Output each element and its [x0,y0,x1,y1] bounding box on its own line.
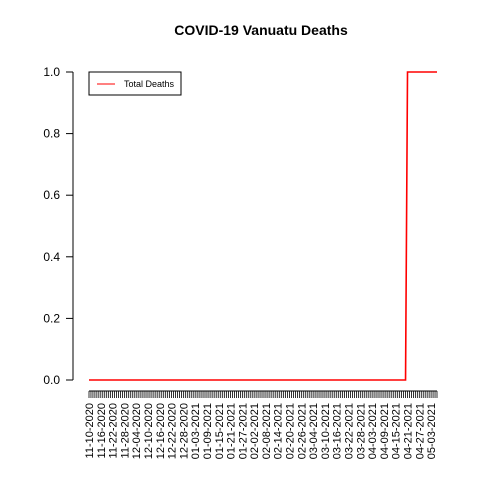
legend-box [88,71,182,96]
legend-label: Total Deaths [124,79,175,89]
x-tick-label: 04-21-2021 [403,403,415,459]
y-tick-label: 0.0 [43,373,60,387]
x-tick-label: 02-26-2021 [296,403,308,459]
x-tick-label: 01-09-2021 [202,403,214,459]
y-ticks: 0.0 0.2 0.4 0.6 0.8 1.0 [43,65,73,387]
series-layer [89,71,437,381]
x-tick-label: 01-21-2021 [226,403,238,459]
x-tick-label: 03-16-2021 [332,403,344,459]
x-tick-label: 11-28-2020 [119,403,131,458]
x-tick-label: 01-15-2021 [214,403,226,459]
x-tick-label: 12-16-2020 [155,403,167,459]
x-tick-label: 12-28-2020 [178,403,190,459]
x-tick-label: 02-02-2021 [249,403,261,459]
x-tick-label: 02-14-2021 [273,403,285,459]
x-tick-label: 04-15-2021 [391,403,403,459]
series-line-total-deaths [89,71,437,381]
x-tick-labels: 11-10-2020 11-16-2020 11-22-2020 11-28-2020… [84,403,438,459]
y-tick-label: 1.0 [43,65,60,79]
x-tick-label: 03-04-2021 [308,403,320,459]
x-tick-label: 02-08-2021 [261,403,273,459]
x-ticks [88,390,438,398]
x-tick-label: 12-10-2020 [143,403,155,459]
x-tick-label: 12-22-2020 [167,403,179,459]
legend: Total Deaths [88,71,182,96]
x-tick-label: 11-16-2020 [96,403,108,458]
y-tick-label: 0.8 [43,127,60,141]
x-tick-label: 03-22-2021 [344,403,356,459]
y-tick-label: 0.6 [43,188,60,202]
x-tick-label: 12-04-2020 [131,403,143,459]
chart-title: COVID-19 Vanuatu Deaths [174,22,348,38]
y-tick-label: 0.2 [43,311,60,325]
x-tick-label: 01-03-2021 [190,403,202,459]
x-tick-label: 04-03-2021 [367,403,379,459]
y-tick-label: 0.4 [43,250,60,264]
x-tick-label: 03-10-2021 [320,403,332,459]
x-tick-label: 02-20-2021 [285,403,297,459]
x-tick-label: 01-27-2021 [237,403,249,459]
x-tick-label: 04-27-2021 [414,403,426,459]
x-tick-label: 03-28-2021 [355,403,367,459]
x-tick-label: 04-09-2021 [379,403,391,459]
x-tick-label: 11-22-2020 [108,403,120,458]
x-tick-label: 05-03-2021 [426,403,438,459]
x-tick-label: 11-10-2020 [84,403,96,458]
